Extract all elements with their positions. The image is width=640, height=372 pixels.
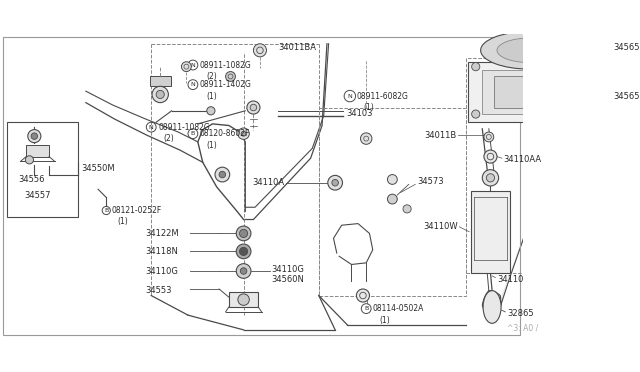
Text: N: N (149, 125, 154, 130)
Text: 08911-1082G: 08911-1082G (200, 61, 252, 70)
Text: 34122M: 34122M (145, 229, 179, 238)
Ellipse shape (497, 38, 563, 62)
Circle shape (486, 174, 495, 182)
Circle shape (241, 268, 247, 274)
Circle shape (472, 62, 480, 71)
Circle shape (484, 150, 497, 163)
Text: 08120-8602F: 08120-8602F (200, 129, 250, 138)
Ellipse shape (481, 32, 579, 69)
PathPatch shape (483, 291, 501, 322)
Text: 34110A: 34110A (252, 178, 284, 187)
Circle shape (239, 229, 248, 237)
Bar (229, 292, 259, 307)
Text: 34110W: 34110W (423, 222, 458, 231)
Bar (493, 77, 585, 108)
Circle shape (601, 110, 609, 118)
Text: (1): (1) (206, 92, 217, 100)
Circle shape (601, 62, 609, 71)
Circle shape (387, 174, 397, 185)
Circle shape (31, 133, 38, 140)
Text: 08911-1082G: 08911-1082G (159, 123, 211, 132)
Circle shape (356, 289, 369, 302)
Circle shape (26, 156, 33, 164)
Text: (2): (2) (206, 72, 217, 81)
Circle shape (472, 110, 480, 118)
Text: 34556: 34556 (18, 175, 45, 184)
Bar (319, 108, 466, 295)
Text: 08911-1402G: 08911-1402G (200, 80, 252, 89)
Text: (1): (1) (363, 103, 374, 112)
Text: B: B (191, 131, 195, 136)
Text: 34573: 34573 (417, 177, 444, 186)
Bar (471, 191, 510, 273)
Text: B: B (104, 208, 108, 213)
Bar (6, 122, 79, 217)
Text: 34110AA: 34110AA (504, 155, 541, 164)
Text: 34560N: 34560N (271, 275, 304, 284)
Bar (26, 145, 49, 157)
Text: 32865: 32865 (507, 309, 533, 318)
Circle shape (483, 170, 499, 186)
Bar (483, 70, 596, 114)
Text: 34557: 34557 (24, 191, 51, 200)
Text: B: B (364, 306, 369, 311)
Circle shape (239, 247, 248, 256)
Text: (1): (1) (380, 315, 390, 324)
Circle shape (182, 62, 191, 71)
Circle shape (250, 104, 257, 111)
Circle shape (238, 128, 250, 140)
Circle shape (403, 205, 411, 213)
Text: N: N (191, 82, 195, 87)
Circle shape (241, 131, 246, 136)
Text: 34565E: 34565E (613, 44, 640, 52)
Circle shape (247, 101, 260, 114)
Text: N: N (348, 94, 352, 99)
Text: (1): (1) (117, 217, 127, 226)
Circle shape (360, 133, 372, 144)
Text: 34118N: 34118N (145, 247, 179, 256)
Bar (468, 62, 611, 122)
Circle shape (207, 107, 215, 115)
Circle shape (328, 175, 342, 190)
Circle shape (332, 179, 339, 186)
Text: 34565M: 34565M (613, 92, 640, 102)
Text: (1): (1) (206, 141, 217, 150)
Circle shape (253, 44, 266, 57)
Text: 34110G: 34110G (145, 266, 179, 276)
Circle shape (226, 71, 236, 81)
Circle shape (236, 244, 251, 259)
Circle shape (238, 294, 250, 305)
Circle shape (215, 167, 230, 182)
Circle shape (28, 129, 41, 143)
Circle shape (219, 171, 226, 178)
Bar (150, 77, 171, 86)
Text: ^3: A0 /: ^3: A0 / (507, 324, 538, 333)
Text: 34011BA: 34011BA (278, 44, 316, 52)
Ellipse shape (483, 291, 501, 323)
Circle shape (156, 90, 164, 99)
Text: 34011B: 34011B (424, 131, 456, 140)
Text: 34553: 34553 (145, 286, 172, 295)
Bar (466, 58, 629, 273)
Text: 34550M: 34550M (81, 164, 115, 173)
Text: 08114-0502A: 08114-0502A (372, 304, 424, 313)
Text: 34110: 34110 (497, 275, 524, 284)
Text: 34103: 34103 (347, 109, 373, 118)
Circle shape (152, 86, 168, 103)
Circle shape (236, 226, 251, 241)
Text: (2): (2) (163, 134, 174, 143)
Circle shape (387, 194, 397, 204)
Text: 08911-6082G: 08911-6082G (356, 92, 408, 100)
Text: N: N (191, 62, 195, 68)
Circle shape (236, 264, 251, 278)
Text: 34110G: 34110G (271, 265, 304, 274)
Text: 08121-0252F: 08121-0252F (112, 206, 162, 215)
Circle shape (484, 132, 493, 142)
